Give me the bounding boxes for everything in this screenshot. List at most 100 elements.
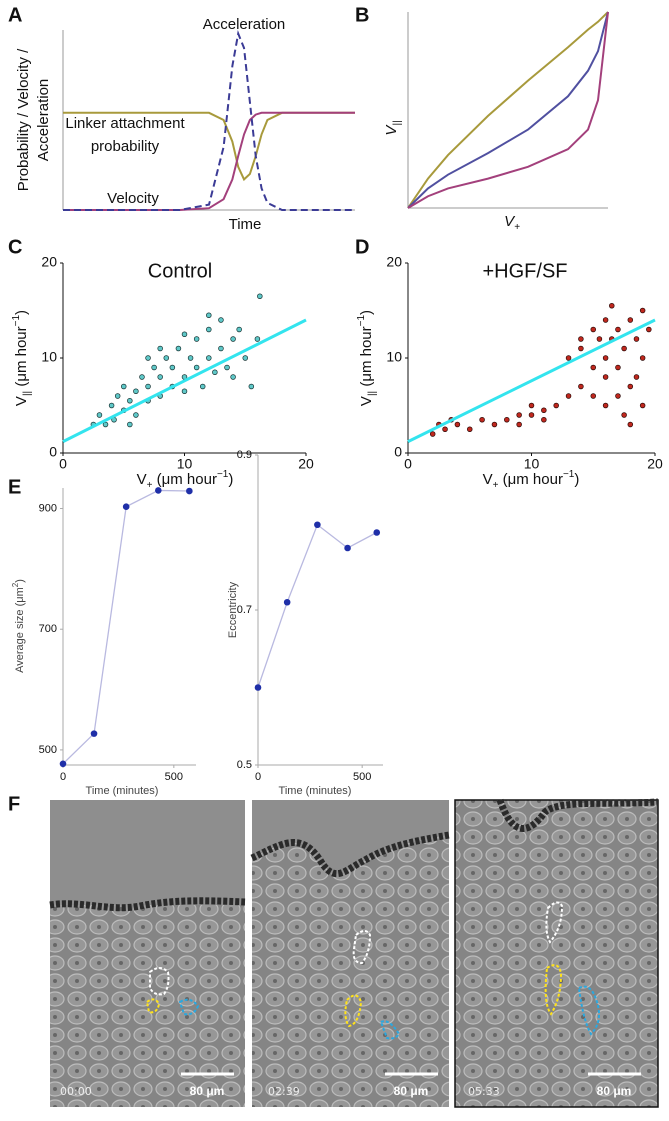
data-point (193, 336, 200, 342)
annotation: Acceleration (203, 16, 286, 33)
x-tick-label: 0 (59, 456, 67, 472)
data-point (646, 326, 652, 333)
data-point (615, 364, 621, 371)
fit-line (62, 318, 307, 443)
data-point (565, 355, 572, 361)
data-point (565, 393, 572, 399)
scale-bar-label: 80 μm (394, 1084, 429, 1098)
panel-label: F (8, 793, 20, 815)
panel-label: A (8, 4, 22, 26)
data-point (541, 417, 547, 423)
annotation: probability (91, 138, 160, 155)
data-point (120, 383, 127, 390)
data-point (491, 421, 498, 428)
data-point (96, 412, 103, 418)
y-tick-label: 20 (41, 254, 57, 270)
data-point (528, 412, 535, 418)
data-point (609, 303, 615, 309)
x-tick-label: 10 (524, 456, 540, 472)
data-point (122, 503, 130, 511)
annotation: Linker attachment (65, 115, 185, 132)
panel-label: E (8, 476, 21, 498)
data-point (627, 317, 634, 323)
y-tick-label: 0 (394, 444, 402, 460)
annotation: Velocity (107, 190, 159, 207)
data-point (181, 388, 188, 395)
data-point (139, 374, 145, 380)
data-point (442, 426, 448, 433)
x-axis-label: V+ (504, 213, 520, 233)
data-point (633, 336, 640, 342)
timestamp: 00:00 (60, 1085, 92, 1098)
data-point (621, 412, 627, 418)
label-part: −1 (217, 469, 229, 480)
label-part: V (483, 471, 493, 488)
y-axis-label: V|| (μm hour−1) (11, 310, 33, 406)
data-point (230, 336, 236, 342)
cell-outline (344, 994, 363, 1028)
data-point (602, 355, 609, 361)
y-tick-label: 0.5 (237, 759, 252, 771)
label-part: || (367, 391, 378, 396)
label-part: (μm hour (152, 471, 217, 488)
label-part: (μm hour (358, 326, 375, 391)
cell-front (496, 798, 659, 832)
label-part: −1 (356, 315, 367, 327)
data-point (627, 383, 634, 390)
chart-title: Control (148, 260, 212, 282)
x-tick-label: 10 (177, 456, 193, 472)
data-point (157, 345, 163, 352)
series-line (63, 111, 355, 211)
y-tick-label: 0 (49, 444, 57, 460)
y-tick-label: 20 (386, 254, 402, 270)
y-tick-label: 500 (39, 744, 57, 756)
image-background (252, 800, 449, 874)
data-point (479, 417, 485, 423)
data-point (224, 364, 230, 371)
data-point (627, 421, 634, 428)
data-point (373, 529, 381, 536)
data-point (633, 374, 640, 380)
y-axis-label: V|| (μm hour−1) (356, 310, 378, 406)
y-tick-label: 10 (41, 349, 57, 365)
x-tick-label: 0 (404, 456, 412, 472)
data-point (59, 760, 67, 768)
cell-front (49, 897, 246, 912)
label-part: || (392, 120, 403, 125)
label-part: (μm hour (498, 471, 563, 488)
label-part: Average size (μm (14, 587, 26, 673)
data-point (429, 431, 436, 437)
label-part: V (504, 213, 516, 230)
data-point (199, 383, 206, 390)
y-tick-label: 0.9 (237, 449, 252, 461)
data-point (248, 383, 255, 390)
panel-label: D (355, 236, 369, 258)
data-point (602, 402, 609, 409)
data-point (155, 487, 162, 494)
chart-title: +HGF/SF (482, 260, 567, 282)
data-point (621, 345, 627, 352)
data-point (127, 421, 133, 428)
data-point (169, 364, 176, 371)
series-line (63, 30, 355, 211)
x-axis-label: V+ (μm hour−1) (137, 469, 234, 491)
y-axis-label: Average size (μm2) (11, 579, 26, 673)
label-part: + (147, 480, 153, 491)
y-tick-label: 10 (386, 349, 402, 365)
data-point (516, 412, 522, 418)
x-tick-label: 0 (255, 771, 261, 783)
label-part: −1 (563, 469, 575, 480)
data-point (151, 364, 157, 371)
data-point (218, 345, 224, 352)
label-part: || (22, 391, 33, 396)
data-point (528, 402, 535, 409)
data-point (206, 312, 212, 319)
y-tick-label: 900 (39, 502, 57, 514)
data-point (639, 355, 646, 361)
cell-outline (149, 967, 170, 996)
fit-line (407, 318, 656, 443)
x-axis-label: Time (minutes) (279, 785, 352, 797)
x-axis-label: Time (229, 216, 262, 233)
